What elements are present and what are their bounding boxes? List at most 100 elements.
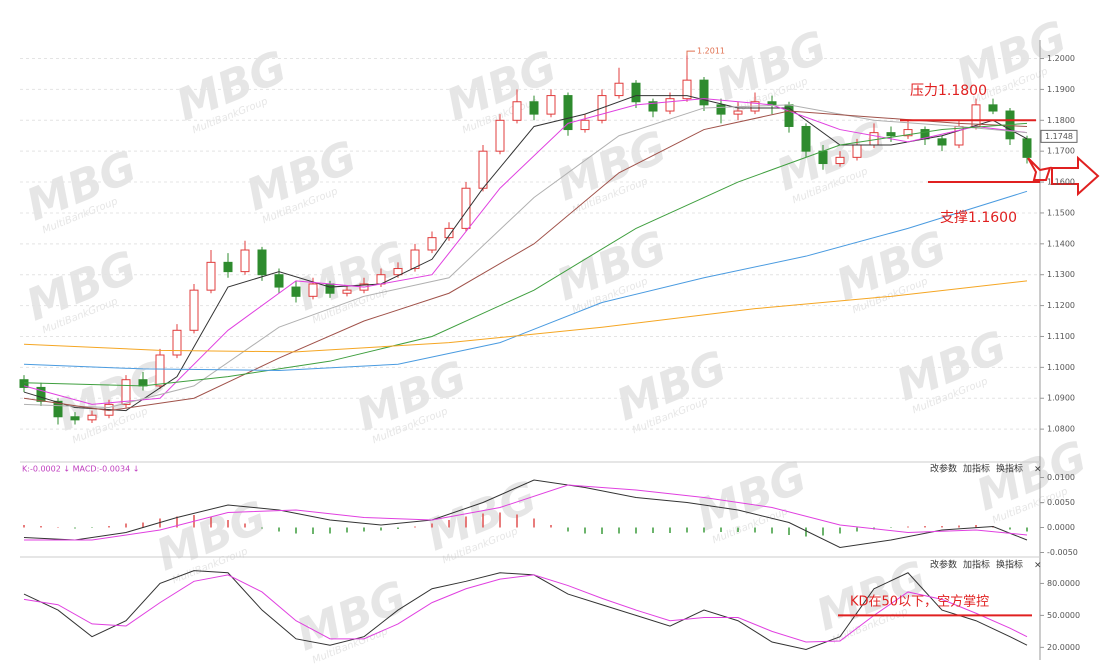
y-tick-label: 0.0050 [1047, 498, 1075, 507]
y-tick-label: 1.1200 [1047, 301, 1075, 310]
candle-body [36, 386, 46, 402]
resistance-label: 压力1.1800 [910, 83, 987, 99]
y-tick-label: 1.1800 [1047, 116, 1075, 125]
high-label: 1.2011 [697, 47, 725, 56]
candle-body [410, 249, 420, 270]
high-marker [686, 50, 695, 56]
candle-body [308, 283, 318, 297]
candle-body [87, 414, 97, 421]
toolbar-button[interactable]: 改参数 [930, 559, 957, 571]
toolbar-button[interactable]: 改参数 [930, 463, 957, 475]
candle-body [274, 274, 284, 288]
indicator-line [23, 280, 1028, 353]
candle-body [580, 119, 590, 131]
candle-body [971, 104, 981, 127]
toolbar-button[interactable]: × [1034, 465, 1042, 475]
candle-body [835, 156, 845, 165]
candle-body [563, 95, 573, 131]
candle-body [631, 82, 641, 103]
candle-body [478, 150, 488, 189]
toolbar-button[interactable]: 换指标 [996, 463, 1023, 475]
last-price-box [1040, 129, 1078, 143]
indicator-line [23, 98, 1028, 405]
y-tick-label: 1.1500 [1047, 208, 1075, 217]
candle-body [223, 261, 233, 273]
candle-body [716, 104, 726, 115]
candle-body [869, 132, 879, 146]
y-tick-label: 1.1100 [1047, 332, 1075, 341]
candle-body [240, 249, 250, 273]
y-tick-label: 1.1000 [1047, 363, 1075, 372]
toolbar-button[interactable]: 加指标 [963, 463, 990, 475]
candle-body [444, 227, 454, 239]
candle-body [801, 125, 811, 152]
candle-body [852, 144, 862, 158]
indicator-line [23, 104, 1028, 409]
candle-body [614, 82, 624, 97]
candle-body [886, 132, 896, 137]
candle-body [291, 286, 301, 297]
candle-body [189, 289, 199, 331]
candle-body [138, 379, 148, 387]
indicator-line [23, 479, 1028, 549]
y-tick-label: 20.0000 [1047, 643, 1080, 652]
indicator-line [23, 110, 1028, 412]
arrow-icon [1027, 157, 1052, 181]
toolbar-button[interactable]: × [1034, 561, 1042, 571]
candle-body [155, 354, 165, 387]
candle-body [342, 289, 352, 294]
y-tick-label: 0.0000 [1047, 523, 1075, 532]
candle-body [393, 268, 403, 276]
y-tick-label: 1.2000 [1047, 54, 1075, 63]
y-tick-label: 1.1600 [1047, 178, 1075, 187]
y-tick-label: -0.0050 [1047, 548, 1078, 557]
last-price-label: 1.1748 [1045, 132, 1073, 141]
candle-body [648, 101, 658, 112]
indicator-line [24, 484, 1028, 541]
candle-body [325, 283, 335, 294]
candle-body [19, 379, 29, 388]
candle-body [988, 104, 998, 112]
candle-body [257, 249, 267, 276]
candle-body [733, 110, 743, 115]
y-tick-label: 1.1300 [1047, 270, 1075, 279]
candle-body [529, 101, 539, 115]
y-tick-label: 1.1900 [1047, 85, 1075, 94]
candle-body [53, 400, 63, 418]
y-tick-label: 1.0900 [1047, 394, 1075, 403]
arrow-icon [1051, 155, 1100, 197]
candle-body [1022, 138, 1032, 158]
candle-body [70, 416, 80, 421]
indicator-line [23, 95, 1028, 412]
toolbar-button[interactable]: 换指标 [996, 559, 1023, 571]
y-tick-label: 0.0100 [1047, 473, 1075, 482]
candle-body [206, 261, 216, 291]
candle-body [937, 138, 947, 146]
y-tick-label: 50.0000 [1047, 611, 1080, 620]
indicator-header: K:-0.0002 ↓ MACD:-0.0034 ↓ [22, 465, 139, 474]
candle-body [546, 95, 556, 115]
candle-body [665, 98, 675, 112]
candle-body [818, 150, 828, 165]
candle-body [121, 379, 131, 405]
candle-body [682, 79, 692, 100]
toolbar-button[interactable]: 加指标 [963, 559, 990, 571]
indicator-line [23, 190, 1028, 371]
y-tick-label: 80.0000 [1047, 579, 1080, 588]
candle-body [699, 79, 709, 106]
indicator-line [23, 122, 1028, 387]
kd-note: KD在50以下，空方掌控 [850, 594, 989, 610]
candle-body [903, 129, 913, 137]
y-tick-label: 1.1400 [1047, 239, 1075, 248]
support-label: 支撑1.1600 [940, 210, 1017, 226]
